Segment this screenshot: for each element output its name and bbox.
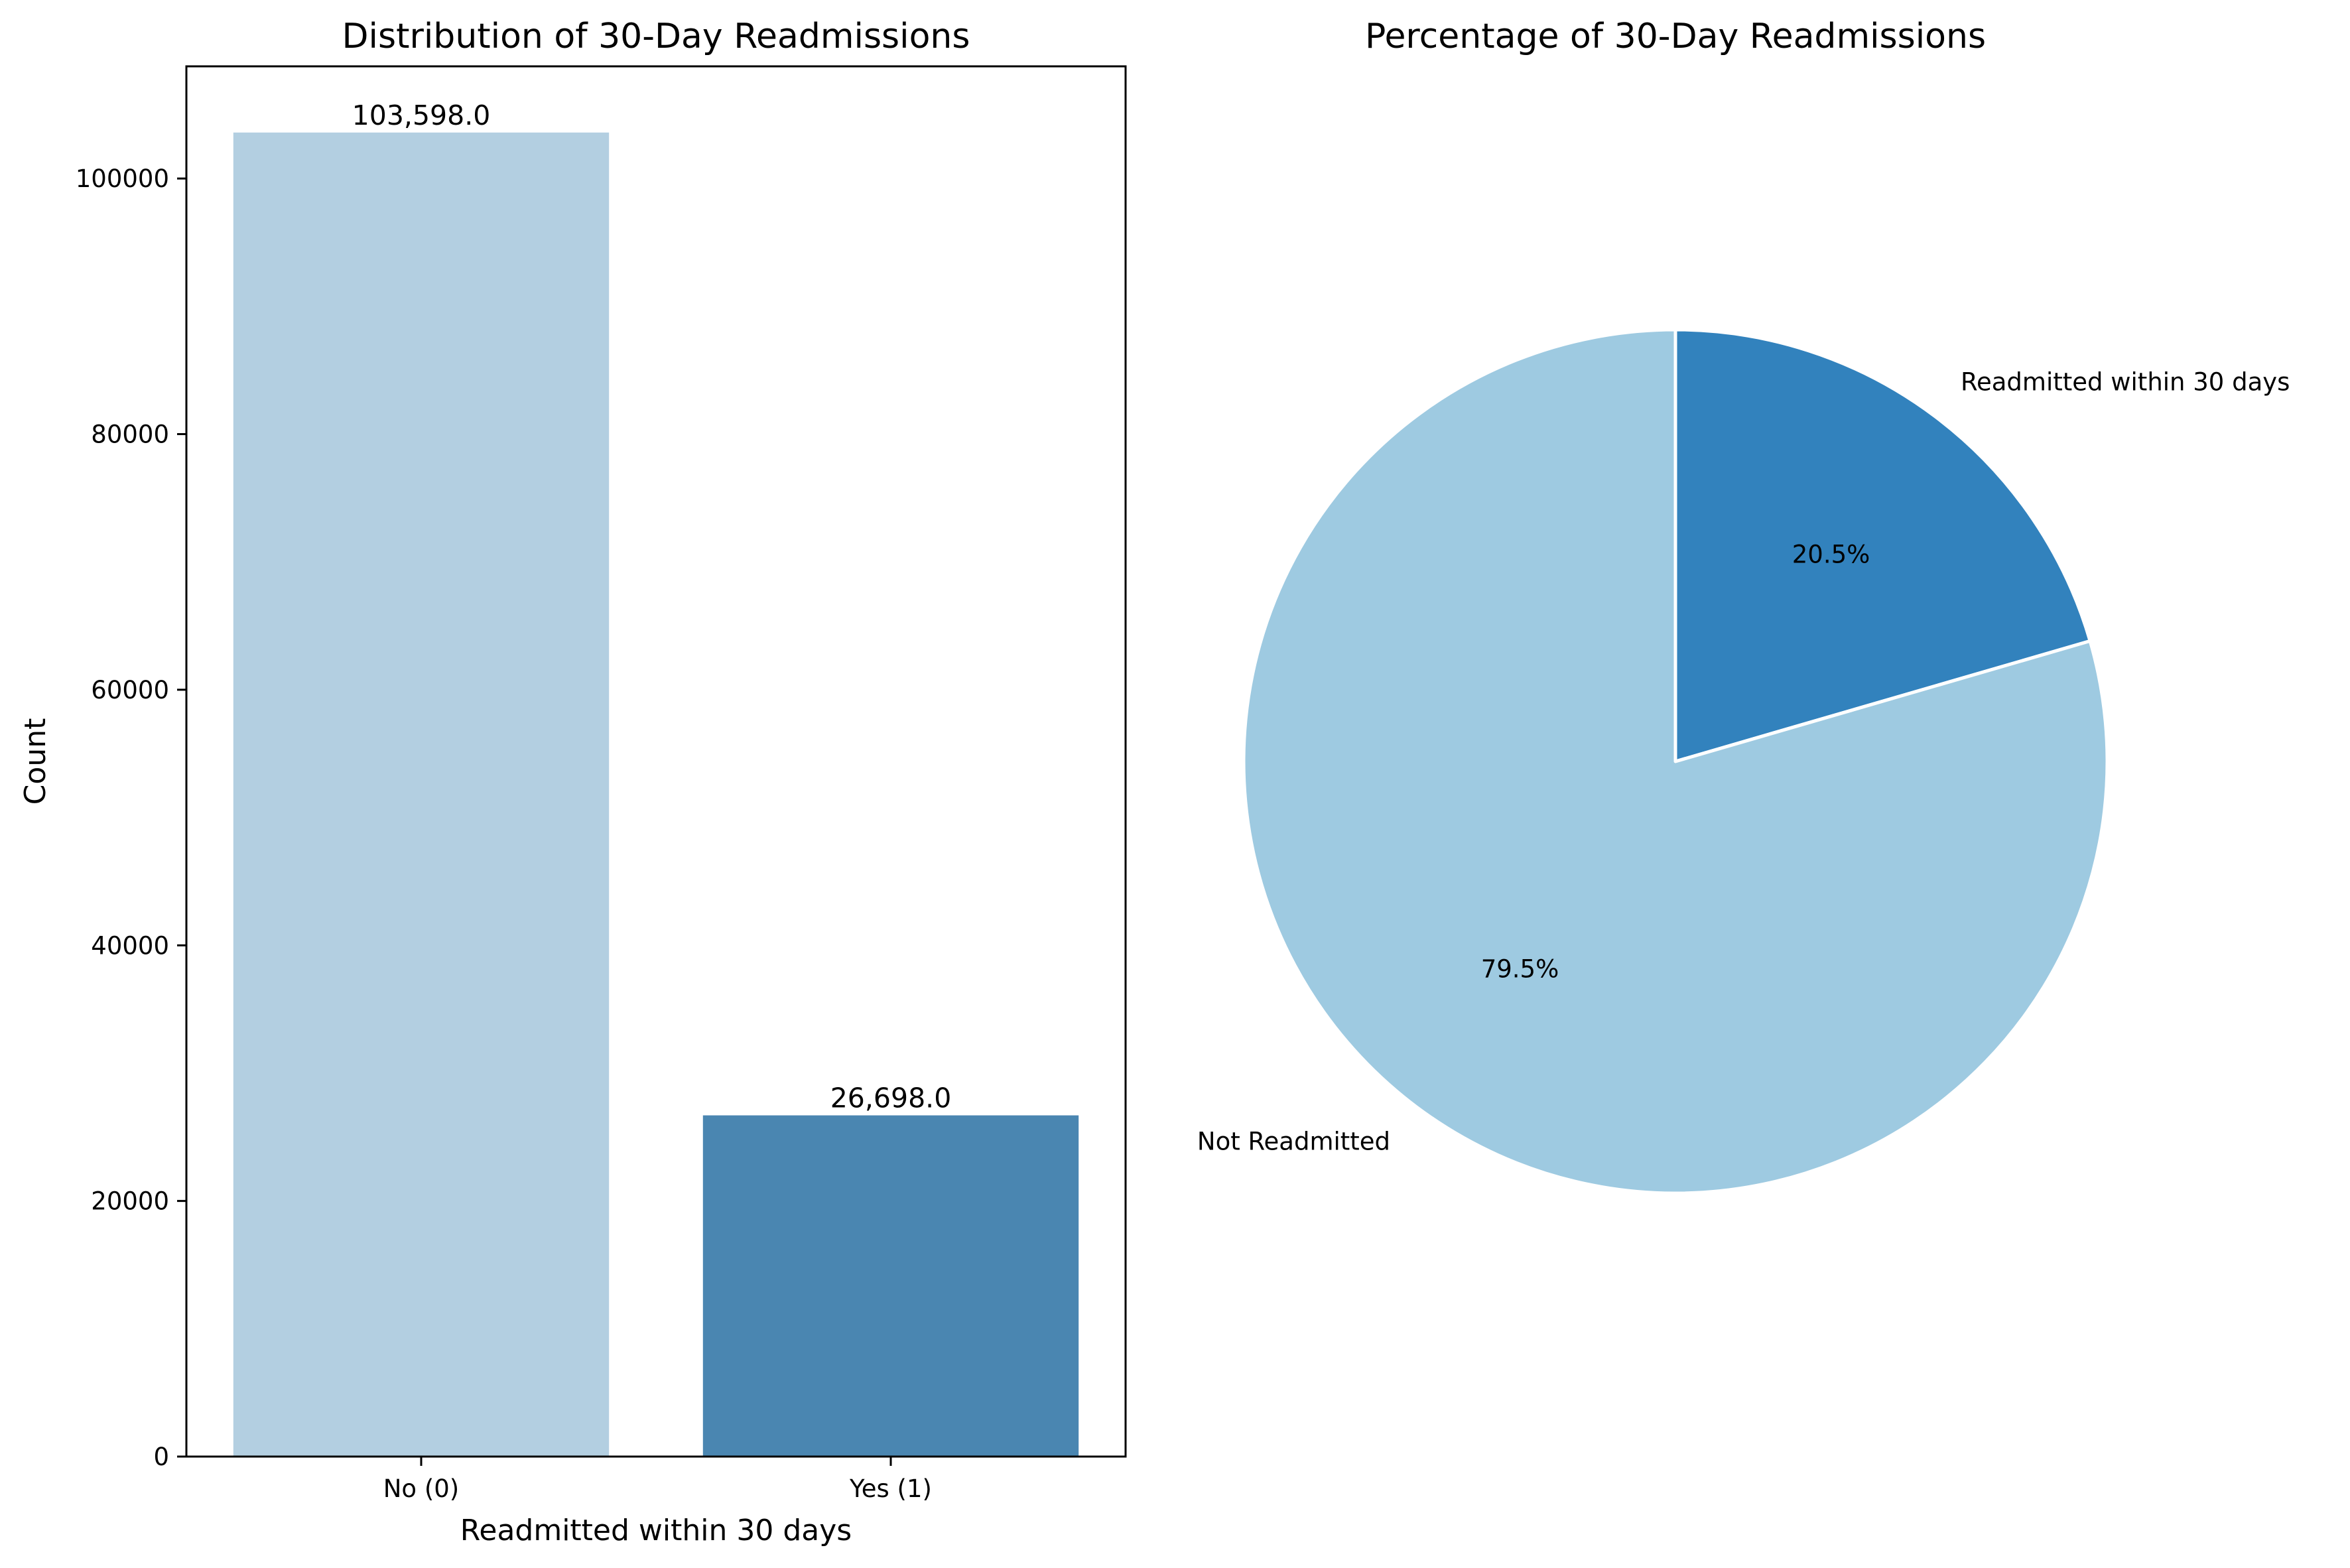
y-tick-label: 20000 — [91, 1187, 169, 1216]
pie-chart-panel: Percentage of 30-Day Readmissions 20.5% R… — [1197, 17, 2290, 1195]
bar-yes-1 — [702, 1115, 1079, 1457]
bar-series: 103,598.0 26,698.0 — [233, 99, 1079, 1457]
bar-y-axis-label: Count — [19, 718, 52, 805]
y-tick-label: 80000 — [91, 421, 169, 449]
bar-y-axis-ticks: 0 20000 40000 60000 80000 100000 — [76, 164, 186, 1471]
y-tick-label: 100000 — [76, 164, 169, 193]
bar-chart-panel: Distribution of 30-Day Readmissions 0 200… — [19, 17, 1127, 1547]
pie-chart-title: Percentage of 30-Day Readmissions — [1365, 17, 1986, 56]
bar-chart-title: Distribution of 30-Day Readmissions — [342, 17, 970, 56]
y-tick-label: 60000 — [91, 676, 169, 704]
bar-axes-frame — [185, 65, 1127, 1458]
pie-slices — [1242, 328, 2109, 1195]
pie-labels: 20.5% Readmitted within 30 days 79.5% Not R… — [1197, 367, 2290, 1155]
bar-data-label: 26,698.0 — [830, 1082, 952, 1114]
bar-x-axis-label: Readmitted within 30 days — [460, 1514, 852, 1547]
x-tick-label: No (0) — [383, 1474, 460, 1503]
pie-slice-readmitted-within-30-days — [1673, 328, 2092, 763]
y-tick-label: 40000 — [91, 931, 169, 960]
bar-data-label: 103,598.0 — [352, 99, 491, 131]
pie-category-label: Readmitted within 30 days — [1961, 367, 2290, 396]
pie-percent-label: 79.5% — [1481, 954, 1559, 983]
pie-percent-label: 20.5% — [1792, 541, 1870, 569]
x-tick-label: Yes (1) — [849, 1474, 932, 1503]
y-tick-label: 0 — [153, 1443, 169, 1471]
pie-category-label: Not Readmitted — [1197, 1128, 1390, 1156]
bar-no-0 — [233, 132, 610, 1457]
pie-slice-not-readmitted — [1242, 328, 2109, 1195]
bar-x-axis-ticks: No (0) Yes (1) — [383, 1457, 932, 1503]
